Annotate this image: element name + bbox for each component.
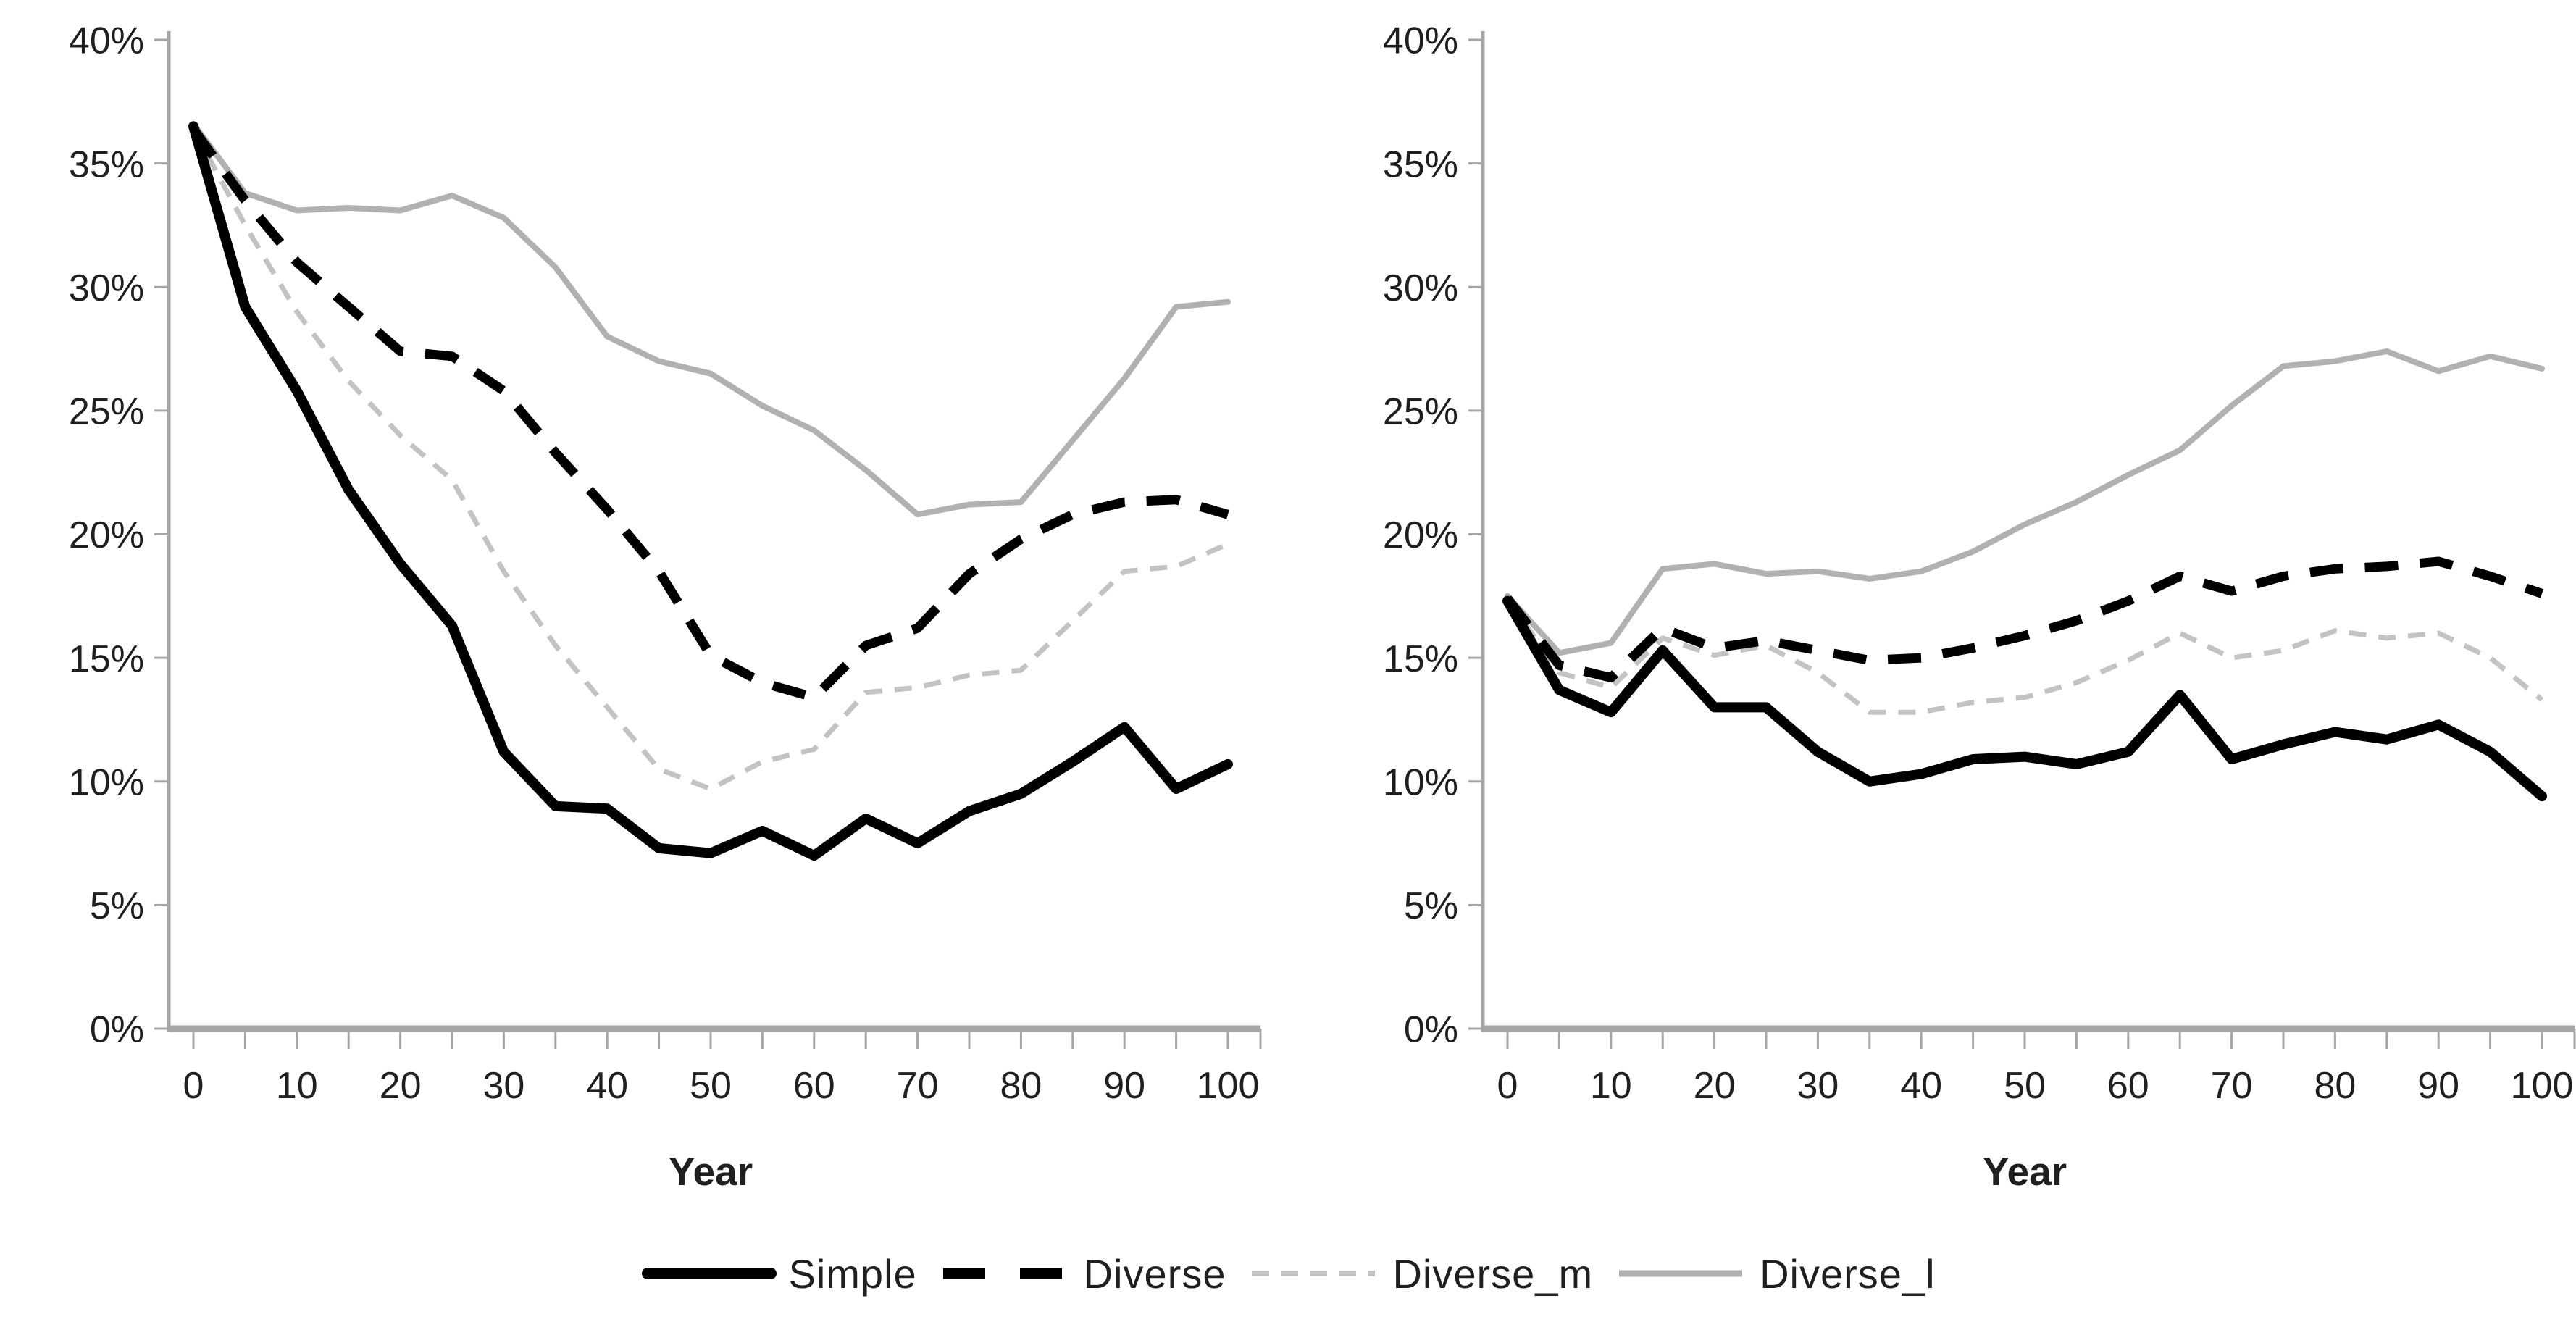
- x-tick-label: 40: [586, 1065, 628, 1107]
- y-tick-label: 15%: [1383, 638, 1458, 680]
- right-chart: 0% 5% 10% 15% 20% 25% 30% 35% 40% 0 10 20 30 40 50 60 70…: [1383, 20, 2576, 1194]
- x-tick-label: 20: [1694, 1065, 1736, 1107]
- y-tick-label: 15%: [69, 638, 144, 680]
- simple-line-swatch-icon: [642, 1268, 777, 1279]
- y-tick-label: 40%: [69, 20, 144, 62]
- series-line-diverse_l: [1505, 348, 2545, 656]
- x-tick-label: 60: [793, 1065, 835, 1107]
- x-tick-label: 0: [183, 1065, 204, 1107]
- diverse-m-line-swatch-icon: [1252, 1271, 1376, 1276]
- series-line-diverse_l: [191, 121, 1231, 518]
- series-line-diverse: [189, 126, 1229, 703]
- x-tick-label: 70: [897, 1065, 939, 1107]
- y-tick-label: 30%: [1383, 267, 1458, 309]
- x-tick-label: 70: [2211, 1065, 2253, 1107]
- y-tick-label: 35%: [69, 143, 144, 185]
- series-line-simple: [188, 121, 1233, 861]
- legend: Simple Diverse Diverse_m Diverse_l: [0, 1230, 2576, 1317]
- legend-label-diverse-m: Diverse_m: [1392, 1250, 1594, 1297]
- y-tick-label: 0%: [1404, 1009, 1458, 1051]
- legend-label-simple: Simple: [788, 1250, 917, 1297]
- y-tick-label: 10%: [1383, 761, 1458, 803]
- x-tick-label: 90: [2417, 1065, 2459, 1107]
- legend-item-diverse-l: Diverse_l: [1612, 1250, 1935, 1297]
- x-tick-label: 20: [380, 1065, 422, 1107]
- x-tick-label: 100: [2511, 1065, 2574, 1107]
- y-tick-label: 10%: [69, 761, 144, 803]
- y-tick-label: 20%: [69, 514, 144, 556]
- y-tick-label: 25%: [1383, 391, 1458, 433]
- y-tick-label: 35%: [1383, 143, 1458, 185]
- series-line-simple: [1502, 595, 2547, 802]
- x-axis-title: Year: [669, 1149, 753, 1194]
- x-tick-label: 30: [1797, 1065, 1839, 1107]
- y-tick-label: 40%: [1383, 20, 1458, 62]
- x-tick-label: 80: [1000, 1065, 1042, 1107]
- x-tick-label: 50: [690, 1065, 732, 1107]
- x-tick-label: 100: [1197, 1065, 1260, 1107]
- x-tick-label: 90: [1103, 1065, 1145, 1107]
- x-tick-label: 50: [2004, 1065, 2046, 1107]
- series-line-diverse_m: [1505, 597, 2544, 715]
- x-tick-label: 60: [2107, 1065, 2149, 1107]
- y-tick-label: 0%: [90, 1009, 144, 1051]
- x-tick-label: 80: [2314, 1065, 2356, 1107]
- legend-label-diverse: Diverse: [1083, 1250, 1226, 1297]
- diverse-l-line-swatch-icon: [1619, 1270, 1743, 1277]
- legend-label-diverse-l: Diverse_l: [1760, 1250, 1936, 1297]
- diverse-line-swatch-icon: [942, 1268, 1066, 1279]
- series-line-diverse: [1503, 556, 2544, 682]
- x-tick-label: 10: [276, 1065, 318, 1107]
- y-tick-label: 30%: [69, 267, 144, 309]
- x-axis-title: Year: [1983, 1149, 2067, 1194]
- x-tick-label: 0: [1497, 1065, 1518, 1107]
- x-tick-label: 10: [1590, 1065, 1632, 1107]
- x-tick-label: 40: [1900, 1065, 1942, 1107]
- y-tick-label: 20%: [1383, 514, 1458, 556]
- series-line-diverse_m: [191, 127, 1229, 792]
- legend-item-diverse: Diverse: [936, 1250, 1226, 1297]
- y-tick-label: 25%: [69, 391, 144, 433]
- y-tick-label: 5%: [90, 885, 144, 927]
- legend-item-diverse-m: Diverse_m: [1245, 1250, 1593, 1297]
- left-chart: 0% 5% 10% 15% 20% 25% 30% 35% 40% 0 10 20 30 40 50 60 70…: [69, 20, 1262, 1194]
- x-tick-label: 30: [482, 1065, 524, 1107]
- legend-item-simple: Simple: [640, 1250, 916, 1297]
- y-tick-label: 5%: [1404, 885, 1458, 927]
